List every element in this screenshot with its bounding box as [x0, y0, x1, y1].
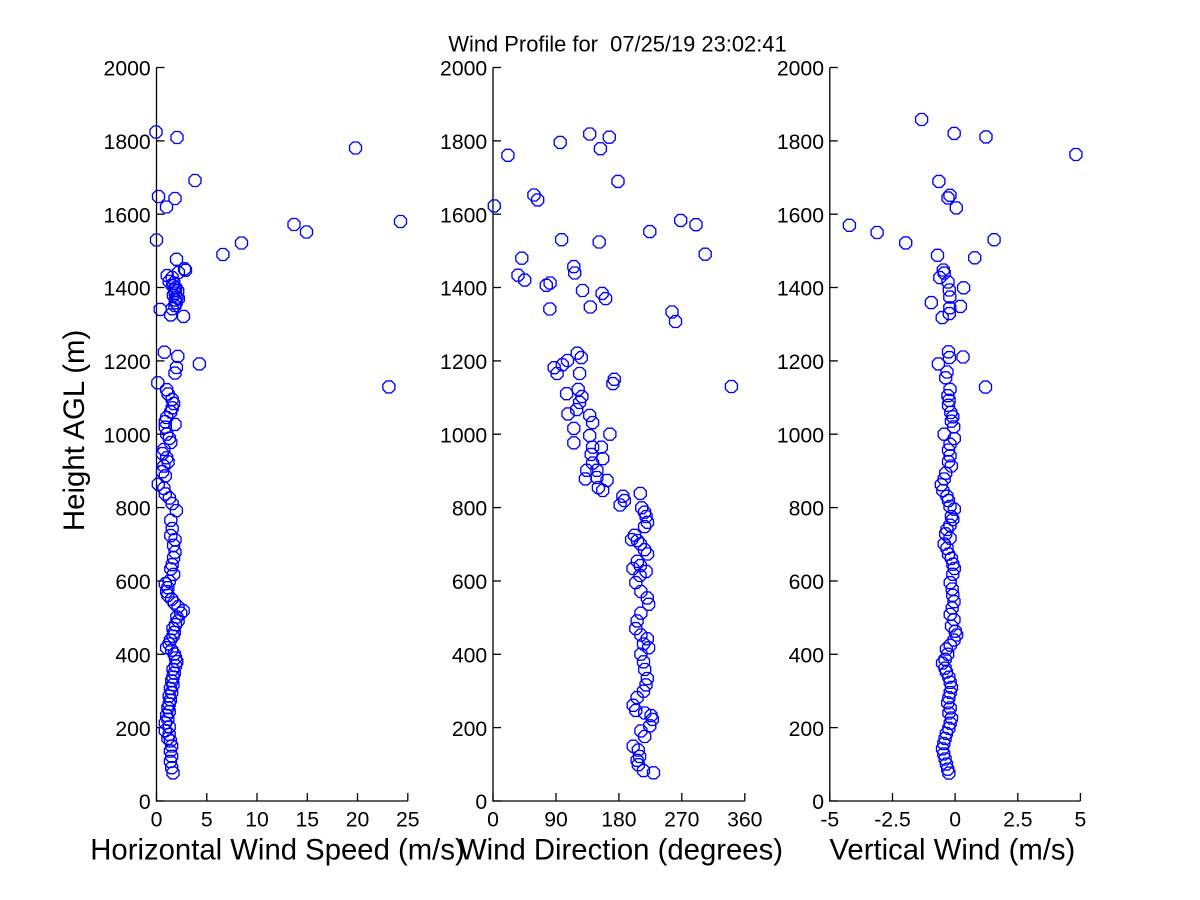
svg-text:800: 800: [789, 498, 824, 521]
svg-text:1400: 1400: [440, 278, 487, 301]
svg-text:1800: 1800: [777, 131, 824, 154]
svg-text:270: 270: [664, 809, 699, 832]
svg-text:1000: 1000: [440, 424, 487, 447]
svg-text:600: 600: [115, 571, 150, 594]
svg-text:Wind Direction (degrees): Wind Direction (degrees): [459, 834, 783, 867]
svg-text:0: 0: [475, 791, 487, 814]
svg-text:1000: 1000: [104, 424, 151, 447]
svg-text:Wind Profile for 07/25/19 23:: Wind Profile for 07/25/19 23:02:41: [448, 32, 786, 57]
svg-text:25: 25: [396, 809, 420, 832]
svg-text:0: 0: [487, 809, 499, 832]
svg-text:0: 0: [151, 809, 163, 832]
svg-text:800: 800: [115, 498, 150, 521]
svg-text:600: 600: [452, 571, 487, 594]
svg-text:1200: 1200: [104, 351, 151, 374]
svg-text:2000: 2000: [440, 58, 487, 81]
svg-text:400: 400: [789, 644, 824, 667]
svg-text:1800: 1800: [104, 131, 151, 154]
svg-text:5: 5: [1075, 809, 1087, 832]
svg-text:1400: 1400: [104, 278, 151, 301]
svg-text:1000: 1000: [777, 424, 824, 447]
svg-text:200: 200: [789, 718, 824, 741]
svg-text:1600: 1600: [777, 204, 824, 227]
svg-text:0: 0: [949, 809, 961, 832]
svg-text:400: 400: [452, 644, 487, 667]
svg-text:0: 0: [139, 791, 151, 814]
svg-text:360: 360: [727, 809, 762, 832]
svg-text:Height AGL (m): Height AGL (m): [58, 330, 91, 531]
svg-text:90: 90: [544, 809, 568, 832]
svg-text:1600: 1600: [104, 204, 151, 227]
svg-text:1400: 1400: [777, 278, 824, 301]
svg-text:-2.5: -2.5: [874, 809, 911, 832]
svg-text:20: 20: [346, 809, 370, 832]
svg-text:1200: 1200: [440, 351, 487, 374]
svg-text:200: 200: [115, 718, 150, 741]
svg-text:200: 200: [452, 718, 487, 741]
svg-text:15: 15: [296, 809, 320, 832]
svg-text:0: 0: [812, 791, 824, 814]
svg-text:-5: -5: [820, 809, 839, 832]
svg-text:1200: 1200: [777, 351, 824, 374]
svg-text:2.5: 2.5: [1003, 809, 1032, 832]
svg-text:1600: 1600: [440, 204, 487, 227]
svg-text:400: 400: [115, 644, 150, 667]
svg-text:10: 10: [245, 809, 269, 832]
svg-text:800: 800: [452, 498, 487, 521]
svg-text:1800: 1800: [440, 131, 487, 154]
svg-text:5: 5: [201, 809, 213, 832]
svg-text:Horizontal Wind Speed (m/s): Horizontal Wind Speed (m/s): [90, 834, 464, 867]
svg-text:180: 180: [601, 809, 636, 832]
svg-text:600: 600: [789, 571, 824, 594]
svg-text:2000: 2000: [104, 58, 151, 81]
svg-text:Vertical Wind (m/s): Vertical Wind (m/s): [829, 834, 1075, 867]
svg-text:2000: 2000: [777, 58, 824, 81]
